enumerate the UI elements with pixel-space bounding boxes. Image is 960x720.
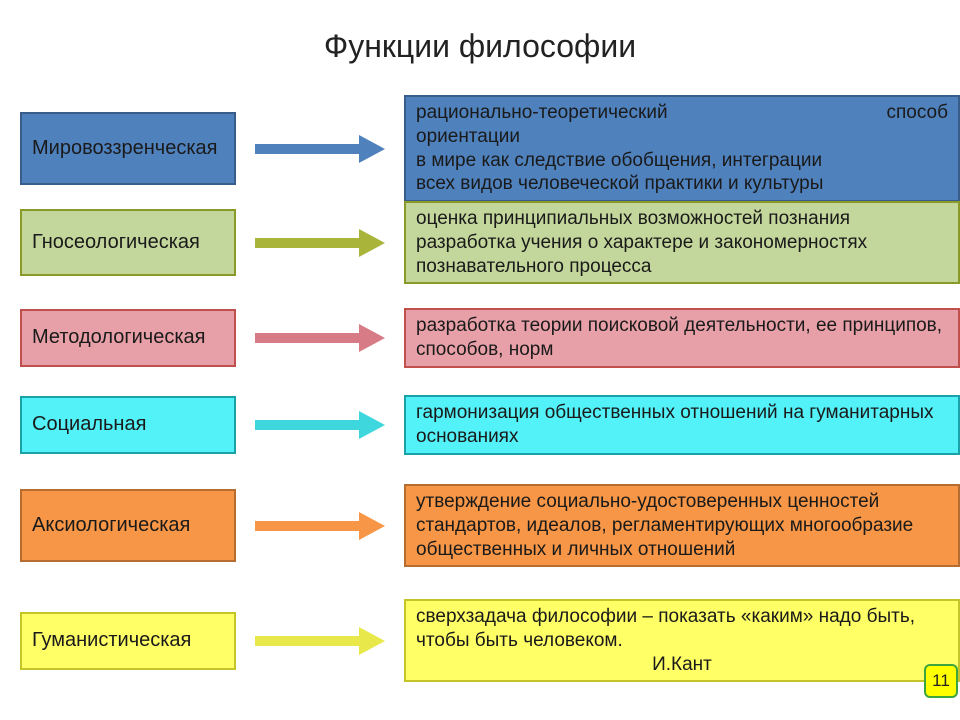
function-description-box: гармонизация общественных отношений на г… [404, 395, 960, 455]
function-description: разработка теории поисковой деятельности… [416, 314, 948, 362]
arrow-icon [236, 634, 404, 648]
function-description: рационально-теоретическийспособориентаци… [416, 101, 948, 196]
function-description-box: утверждение социально-удостоверенных цен… [404, 484, 960, 567]
function-row: Гуманистическая сверхзадача философии – п… [20, 599, 960, 682]
function-description: утверждение социально-удостоверенных цен… [416, 490, 948, 561]
function-label: Мировоззренческая [32, 137, 217, 160]
arrow-icon [236, 519, 404, 533]
slide: Функции философии Мировоззренческая рацио… [0, 0, 960, 720]
slide-title: Функции философии [0, 28, 960, 65]
arrow-icon [236, 331, 404, 345]
function-label-box: Гуманистическая [20, 612, 236, 670]
page-number: 11 [932, 671, 950, 691]
function-description-box: оценка принципиальных возможностей позна… [404, 201, 960, 284]
function-description: гармонизация общественных отношений на г… [416, 401, 948, 449]
function-row: Социальная гармонизация общественных отно… [20, 395, 960, 455]
function-row: Методологическая разработка теории поиско… [20, 308, 960, 368]
function-row: Аксиологическая утверждение социально-удо… [20, 484, 960, 567]
arrow-icon [236, 418, 404, 432]
function-label: Аксиологическая [32, 514, 190, 537]
function-description: сверхзадача философии – показать «каким»… [416, 605, 948, 676]
function-description-box: разработка теории поисковой деятельности… [404, 308, 960, 368]
arrow-icon [236, 236, 404, 250]
function-label: Гносеологическая [32, 231, 200, 254]
function-label-box: Методологическая [20, 309, 236, 367]
function-description: оценка принципиальных возможностей позна… [416, 207, 948, 278]
function-label-box: Социальная [20, 396, 236, 454]
page-number-badge: 11 [924, 664, 958, 698]
function-label: Гуманистическая [32, 629, 191, 652]
function-label: Методологическая [32, 326, 206, 349]
function-row: Мировоззренческая рационально-теоретическ… [20, 95, 960, 202]
function-label: Социальная [32, 413, 146, 436]
function-description-box: рационально-теоретическийспособориентаци… [404, 95, 960, 202]
function-label-box: Мировоззренческая [20, 112, 236, 185]
function-label-box: Гносеологическая [20, 209, 236, 276]
arrow-icon [236, 142, 404, 156]
function-description-box: сверхзадача философии – показать «каким»… [404, 599, 960, 682]
function-label-box: Аксиологическая [20, 489, 236, 562]
function-row: Гносеологическая оценка принципиальных во… [20, 201, 960, 284]
